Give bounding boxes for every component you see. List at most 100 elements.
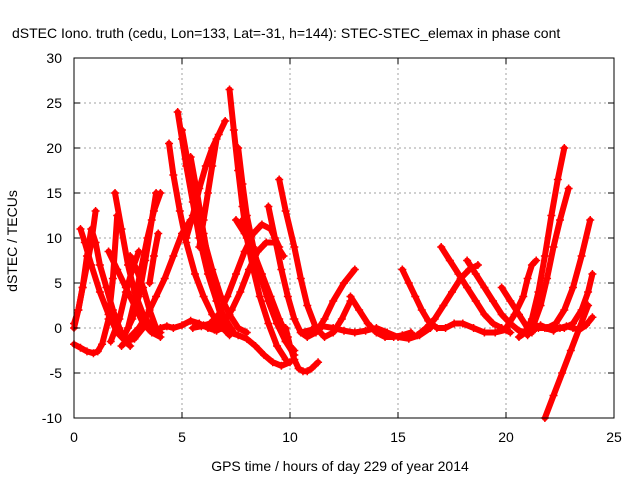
data-point	[340, 279, 348, 287]
data-point	[432, 324, 441, 332]
data-point	[182, 234, 191, 242]
data-point	[76, 343, 85, 352]
data-point	[197, 322, 206, 331]
x-tick-label: 10	[282, 429, 298, 445]
data-point	[372, 328, 381, 337]
data-point	[404, 279, 413, 287]
data-point	[564, 184, 573, 193]
data-point	[540, 252, 549, 260]
data-point	[128, 315, 137, 323]
data-point	[450, 319, 459, 328]
data-point	[296, 274, 305, 283]
data-point	[437, 243, 446, 251]
data-point	[560, 144, 569, 152]
data-point	[463, 256, 472, 265]
data-point	[186, 153, 195, 161]
x-tick-label: 25	[606, 429, 622, 445]
data-point	[134, 292, 143, 301]
data-point	[489, 297, 498, 305]
data-point	[532, 256, 541, 265]
x-tick-labels: 0 5 10 15 20 25	[70, 429, 622, 445]
data-point	[268, 358, 277, 367]
data-point	[195, 243, 204, 251]
data-point	[178, 321, 186, 330]
data-point	[404, 333, 413, 341]
data-point	[551, 324, 560, 332]
data-point	[162, 322, 171, 331]
data-point	[188, 324, 197, 332]
data-point	[169, 171, 178, 179]
data-point	[286, 342, 294, 350]
data-point	[411, 292, 420, 301]
data-point	[445, 256, 454, 265]
data-point	[469, 324, 478, 332]
data-point	[117, 225, 126, 233]
data-point	[290, 355, 299, 364]
data-point	[471, 297, 480, 305]
data-point	[553, 175, 562, 184]
data-point	[214, 310, 223, 319]
data-point	[212, 297, 221, 305]
y-tick-label: 20	[46, 140, 62, 156]
data-point	[141, 256, 150, 265]
data-point	[361, 326, 370, 335]
data-point	[329, 324, 338, 332]
data-point	[543, 274, 552, 283]
data-point	[454, 270, 463, 278]
series-line-43	[541, 302, 592, 421]
data-point	[527, 261, 536, 269]
data-point	[260, 351, 269, 359]
data-point	[510, 310, 519, 319]
data-point	[186, 316, 195, 325]
data-point	[93, 347, 102, 356]
data-point	[264, 202, 273, 211]
data-point	[519, 292, 528, 301]
data-point	[588, 313, 597, 322]
data-point	[236, 288, 245, 296]
data-point	[303, 367, 312, 376]
data-point	[568, 319, 577, 328]
data-point	[264, 319, 273, 328]
data-point	[307, 364, 316, 373]
x-tick-label: 0	[70, 429, 78, 445]
data-point	[91, 207, 100, 215]
data-point	[549, 243, 558, 251]
data-point	[98, 340, 107, 349]
data-point	[363, 319, 372, 328]
data-point	[126, 342, 135, 350]
data-point	[238, 216, 247, 224]
series-line-28	[276, 176, 354, 340]
data-point	[102, 283, 111, 292]
data-point	[154, 229, 163, 238]
data-point	[307, 325, 316, 334]
y-tick-label: 5	[54, 275, 62, 291]
data-point	[152, 292, 161, 301]
data-point	[577, 252, 586, 260]
data-point	[108, 274, 117, 283]
data-point	[255, 292, 264, 301]
data-point	[473, 261, 482, 269]
data-point	[95, 261, 104, 269]
data-point	[223, 292, 232, 301]
data-point	[270, 234, 279, 242]
data-point	[281, 207, 290, 215]
data-point	[296, 328, 305, 337]
series-line-38	[516, 145, 568, 340]
data-point	[229, 126, 238, 134]
data-point	[104, 247, 113, 256]
data-point	[318, 322, 327, 331]
data-point	[149, 252, 158, 260]
data-point	[588, 270, 597, 278]
data-point	[225, 328, 234, 337]
data-point	[417, 306, 426, 314]
data-point	[210, 325, 219, 334]
axis-ticks	[73, 57, 615, 419]
data-point	[283, 292, 292, 301]
data-point	[558, 369, 567, 377]
data-point	[227, 306, 236, 314]
data-point	[119, 333, 128, 341]
data-point	[329, 297, 338, 305]
data-point	[124, 261, 132, 269]
data-point	[568, 283, 577, 292]
data-point	[514, 333, 523, 341]
